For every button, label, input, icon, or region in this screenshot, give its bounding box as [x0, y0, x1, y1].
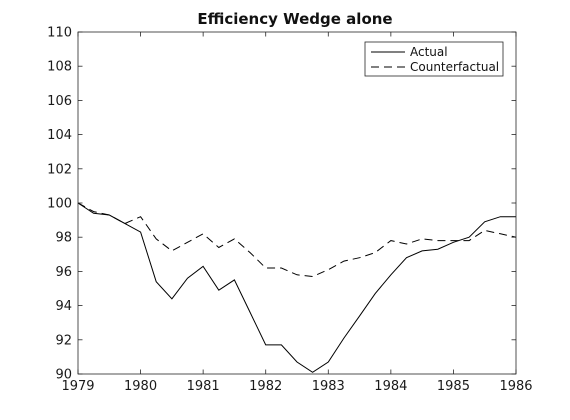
y-tick-label: 96: [55, 265, 72, 280]
y-tick-label: 108: [47, 60, 72, 75]
y-tick-label: 104: [47, 128, 72, 143]
plot-lines: [77, 202, 517, 373]
y-tick-label: 98: [55, 231, 72, 246]
y-tick-label: 92: [55, 333, 72, 348]
ticks: 1979 1980 1981 1982 1983 1984 1985 1986 90 92 94 96…: [47, 26, 532, 395]
y-tick-label: 110: [47, 26, 72, 41]
x-tick-label: 1984: [374, 379, 407, 394]
y-tick-label: 102: [47, 162, 72, 177]
x-tick-label: 1982: [249, 379, 282, 394]
legend-label-counterfactual: Counterfactual: [410, 60, 499, 74]
y-tick-label: 90: [55, 368, 72, 383]
x-tick-label: 1980: [124, 379, 157, 394]
x-tick-label: 1985: [437, 379, 470, 394]
x-tick-label: 1981: [187, 379, 220, 394]
legend-label-actual: Actual: [410, 45, 448, 59]
x-tick-label: 1983: [312, 379, 345, 394]
y-tick-label: 100: [47, 197, 72, 212]
y-tick-label: 94: [55, 299, 72, 314]
y-tick-label: 106: [47, 94, 72, 109]
x-tick-label: 1986: [499, 379, 532, 394]
series-line-actual: [77, 202, 516, 373]
series-line-counterfactual: [77, 202, 517, 278]
chart-title: Efficiency Wedge alone: [197, 10, 392, 28]
x-tick-label: 1979: [61, 379, 94, 394]
legend-box: [364, 41, 504, 77]
